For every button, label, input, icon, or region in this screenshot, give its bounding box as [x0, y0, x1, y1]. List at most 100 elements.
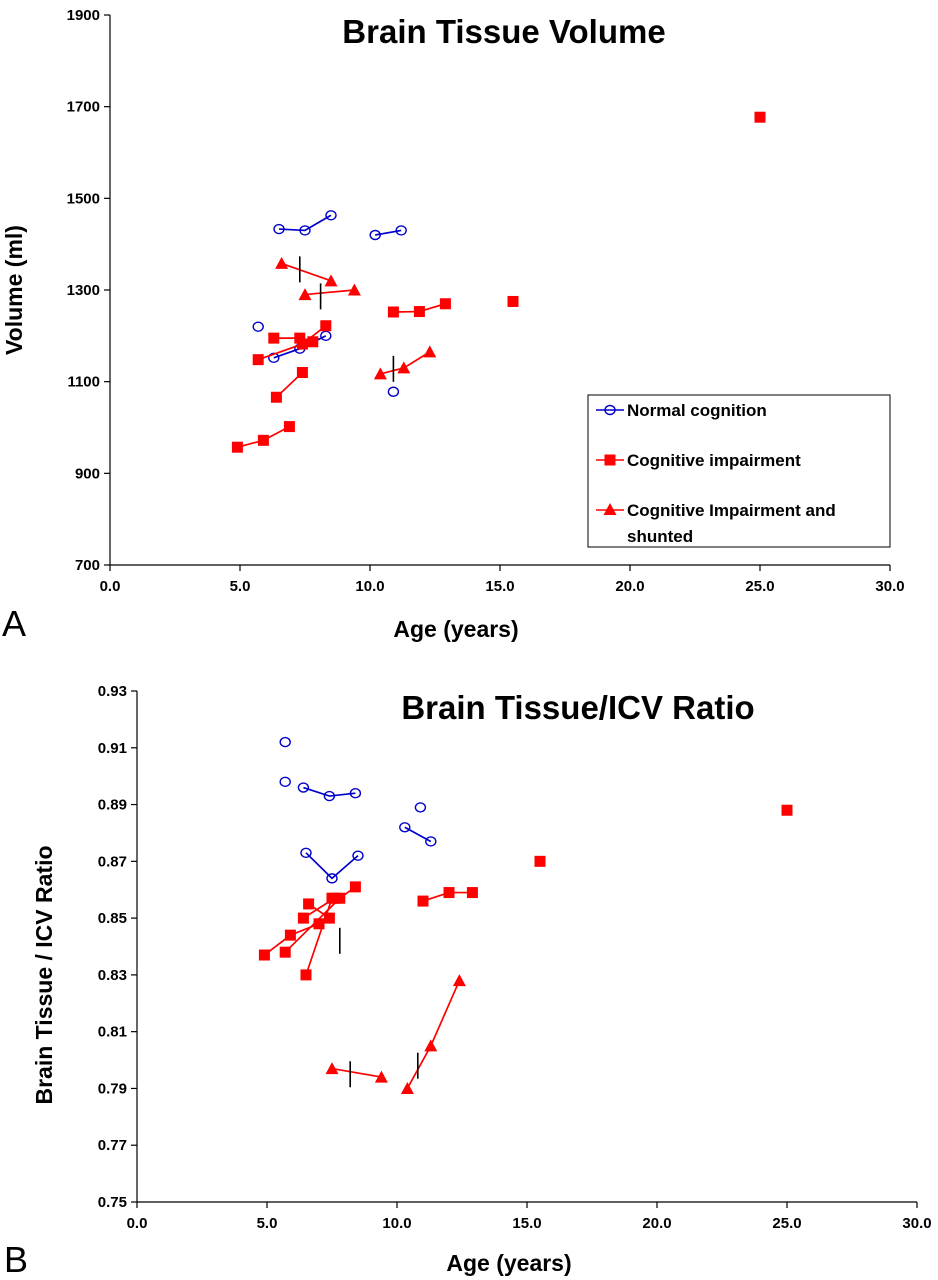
panel-b-shunted-point — [424, 1039, 438, 1052]
panel-a-impaired-point — [296, 338, 308, 350]
panel-b-x-tick-label: 5.0 — [257, 1215, 278, 1232]
panel-a-shunted-point — [423, 345, 437, 358]
panel-b-impaired-point — [258, 949, 270, 961]
panel-b-impaired-point — [334, 892, 346, 904]
panel-b-y-tick-label: 0.89 — [98, 797, 127, 814]
panel-a-x-tick-label: 20.0 — [615, 578, 644, 595]
panel-a-y-tick-label: 900 — [75, 465, 100, 482]
panel-b: Brain Tissue/ICV Ratio Brain Tissue / IC… — [4, 683, 932, 1280]
panel-a-impaired-point — [268, 332, 280, 344]
panel-b-y-tick-label: 0.93 — [98, 683, 127, 700]
panel-a-impaired-point — [257, 434, 269, 446]
panel-a-impaired-point — [270, 391, 282, 403]
panel-b-x-tick-label: 15.0 — [512, 1215, 541, 1232]
panel-b-y-tick-label: 0.77 — [98, 1137, 127, 1154]
panel-a-shunted-point — [324, 274, 338, 287]
panel-a-x-tick-label: 5.0 — [230, 578, 251, 595]
panel-b-impaired-point — [466, 887, 478, 899]
panel-b-normal-point — [279, 736, 291, 748]
panel-a-plot-area — [231, 111, 766, 453]
panel-b-y-tick-label: 0.81 — [98, 1024, 127, 1041]
panel-a-normal-point — [320, 330, 332, 342]
panel-a-y-tick-label: 700 — [75, 557, 100, 574]
panel-a-impaired-point — [307, 336, 319, 348]
panel-b-impaired-point — [781, 804, 793, 816]
panel-a-shunted-point — [275, 256, 289, 269]
panel-a-axes: 700 900 1100 1300 1500 1700 1900 0.0 5.0 10.0 15.0… — [67, 7, 905, 595]
panel-b-normal-point — [323, 790, 336, 802]
panel-b-normal-point — [326, 873, 338, 884]
panel-a-shunted-point — [347, 283, 361, 296]
panel-b-label: B — [4, 1239, 28, 1280]
legend-marker-normal-icon — [604, 404, 616, 416]
panel-b-normal-point — [352, 850, 364, 861]
panel-a-y-tick-label: 1300 — [67, 282, 100, 299]
panel-b-impaired-point — [303, 898, 315, 910]
panel-b-y-tick-label: 0.87 — [98, 853, 127, 870]
panel-b-impaired-point — [313, 918, 325, 930]
panel-b-y-tick-label: 0.83 — [98, 967, 127, 984]
panel-b-shunted-subject-line — [406, 980, 461, 1089]
panel-a-x-tick-label: 0.0 — [100, 578, 121, 595]
panel-b-y-axis-title: Brain Tissue / ICV Ratio — [31, 845, 57, 1104]
panel-a-shunted-point — [397, 361, 411, 374]
panel-b-impaired-point — [284, 929, 296, 941]
panel-b-impaired-point — [417, 895, 429, 907]
panel-a-shunted-point — [373, 367, 387, 380]
panel-a-x-tick-label: 30.0 — [875, 578, 904, 595]
panel-a-shunted-point — [298, 288, 312, 301]
panel-b-impaired-point — [349, 881, 361, 893]
panel-b-y-tick-label: 0.91 — [98, 740, 127, 757]
panel-b-x-tick-label: 20.0 — [642, 1215, 671, 1232]
legend-label-shunted: Cognitive Impairment and — [627, 501, 836, 520]
panel-a-impaired-point — [387, 306, 399, 318]
panel-b-normal-subject-line — [303, 786, 356, 797]
panel-b-normal-point — [349, 788, 362, 799]
panel-b-x-tick-label: 30.0 — [902, 1215, 931, 1232]
panel-a-normal-point — [273, 223, 285, 235]
panel-b-normal-point — [399, 822, 411, 833]
panel-a-x-tick-label: 15.0 — [485, 578, 514, 595]
panel-b-shunted-subject-line — [331, 1067, 382, 1078]
panel-a-y-axis-title: Volume (ml) — [1, 225, 27, 355]
panel-b-y-tick-label: 0.85 — [98, 910, 127, 927]
panel-b-impaired-subject-line — [305, 897, 333, 976]
panel-b-plot-area — [258, 736, 793, 1094]
panel-a-title: Brain Tissue Volume — [342, 13, 665, 50]
legend: Normal cognition Cognitive impairment Co… — [587, 394, 891, 548]
panel-b-normal-point — [297, 782, 310, 793]
panel-a-shunted-subject-line — [281, 262, 332, 282]
panel-a-normal-point — [387, 386, 400, 397]
panel-b-shunted-point — [400, 1081, 414, 1094]
panel-a-impaired-point — [283, 421, 295, 433]
panel-a-label: A — [2, 603, 26, 644]
panel-b-x-axis-title: Age (years) — [446, 1250, 571, 1276]
panel-b-impaired-point — [297, 912, 309, 924]
panel-b-impaired-point — [279, 946, 291, 958]
panel-b-title: Brain Tissue/ICV Ratio — [401, 689, 754, 726]
panel-b-shunted-point — [452, 974, 466, 987]
panel-a-impaired-point — [294, 332, 306, 344]
panel-a-y-tick-label: 1100 — [67, 374, 100, 391]
panel-b-normal-subject-line — [305, 852, 359, 880]
panel-a-impaired-point — [439, 298, 451, 310]
panel-a-y-tick-label: 1900 — [67, 7, 100, 24]
legend-box — [587, 394, 891, 548]
panel-a-shunted-subject-line — [304, 289, 355, 296]
panel-b-shunted-point — [325, 1062, 339, 1075]
legend-label-shunted-line2: shunted — [627, 527, 693, 546]
panel-a-impaired-point — [296, 367, 308, 378]
panel-b-impaired-point — [323, 912, 335, 924]
panel-b-normal-point — [279, 776, 291, 788]
panel-a-normal-point — [325, 210, 337, 221]
panel-a-normal-subject-line — [278, 214, 332, 232]
legend-marker-impaired-icon — [604, 454, 616, 466]
panel-b-shunted-point — [374, 1070, 388, 1083]
panel-a: Brain Tissue Volume Volume (ml) Age (yea… — [1, 7, 905, 644]
panel-a-x-axis-title: Age (years) — [393, 616, 518, 642]
legend-label-impaired: Cognitive impairment — [627, 451, 801, 470]
panel-b-impaired-point — [534, 855, 546, 867]
panel-b-y-tick-label: 0.79 — [98, 1080, 127, 1097]
panel-a-y-tick-label: 1700 — [67, 99, 100, 116]
